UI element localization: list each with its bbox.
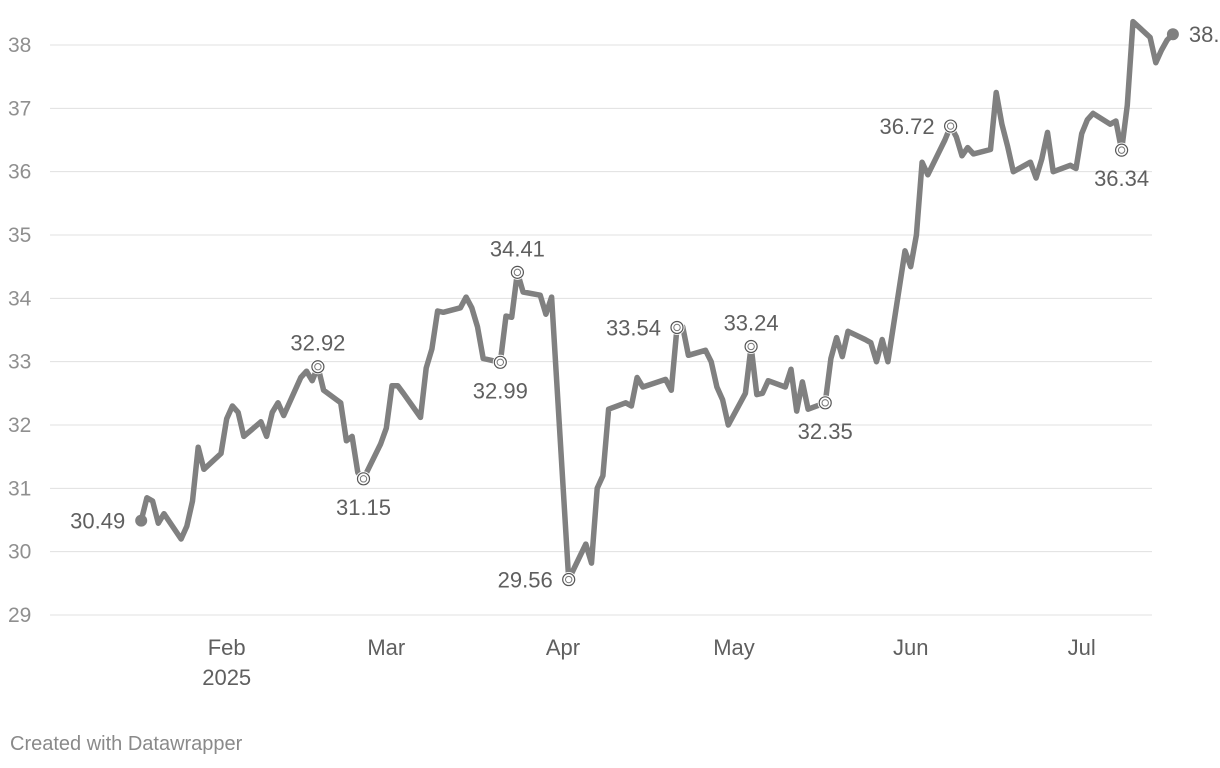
y-tick-label: 38: [8, 34, 31, 57]
data-label: 36.72: [880, 114, 935, 139]
marker-ring: [670, 320, 684, 335]
marker-dot: [946, 122, 955, 130]
y-tick-label: 29: [8, 604, 31, 627]
data-label: 34.41: [490, 236, 545, 261]
marker-ring: [356, 472, 371, 486]
y-tick-label: 35: [8, 224, 31, 247]
marker-dot: [314, 363, 322, 371]
data-label: 30.49: [70, 509, 125, 534]
marker-dot: [673, 323, 681, 332]
y-tick-label: 37: [8, 97, 31, 120]
y-tick-label: 31: [8, 477, 31, 500]
endpoint-marker: [1166, 28, 1179, 41]
data-label: 32.35: [798, 419, 853, 444]
marker-ring: [744, 339, 758, 354]
marker-dot: [513, 268, 522, 277]
marker-ring: [818, 396, 832, 410]
marker-dot: [565, 575, 573, 584]
marker-ring: [311, 360, 325, 374]
y-tick-label: 30: [8, 541, 31, 564]
y-tick-label: 33: [8, 351, 31, 374]
y-tick-label: 34: [8, 287, 32, 310]
marker-ring: [493, 355, 507, 369]
marker-dot: [747, 342, 755, 351]
data-label: 33.54: [606, 315, 661, 340]
data-label: 32.92: [290, 331, 345, 356]
data-label: 36.34: [1094, 166, 1149, 191]
x-tick-sublabel: 2025: [202, 665, 251, 690]
data-label: 31.15: [336, 495, 391, 520]
marker-dot: [359, 475, 368, 483]
x-tick-label: Apr: [546, 635, 580, 660]
marker-dot: [496, 358, 504, 366]
marker-dot: [821, 399, 829, 407]
x-tick-label: Jul: [1068, 635, 1096, 660]
marker-ring: [562, 572, 576, 587]
y-tick-label: 32: [8, 414, 31, 437]
x-tick-label: Feb: [208, 635, 246, 660]
marker-ring: [1114, 143, 1129, 157]
credit-text: Created with Datawrapper: [10, 733, 243, 755]
marker-ring: [510, 265, 525, 279]
marker-dot: [1117, 146, 1126, 154]
series-line: [138, 18, 1176, 583]
data-label: 29.56: [498, 568, 553, 593]
data-label: 38.17: [1189, 22, 1220, 47]
endpoint-marker: [135, 514, 148, 527]
x-tick-label: Jun: [893, 635, 928, 660]
x-tick-label: Mar: [367, 635, 405, 660]
y-tick-label: 36: [8, 161, 31, 184]
data-label: 32.99: [473, 378, 528, 403]
x-tick-label: May: [713, 635, 755, 660]
marker-ring: [943, 119, 958, 133]
data-label: 33.24: [724, 310, 779, 335]
